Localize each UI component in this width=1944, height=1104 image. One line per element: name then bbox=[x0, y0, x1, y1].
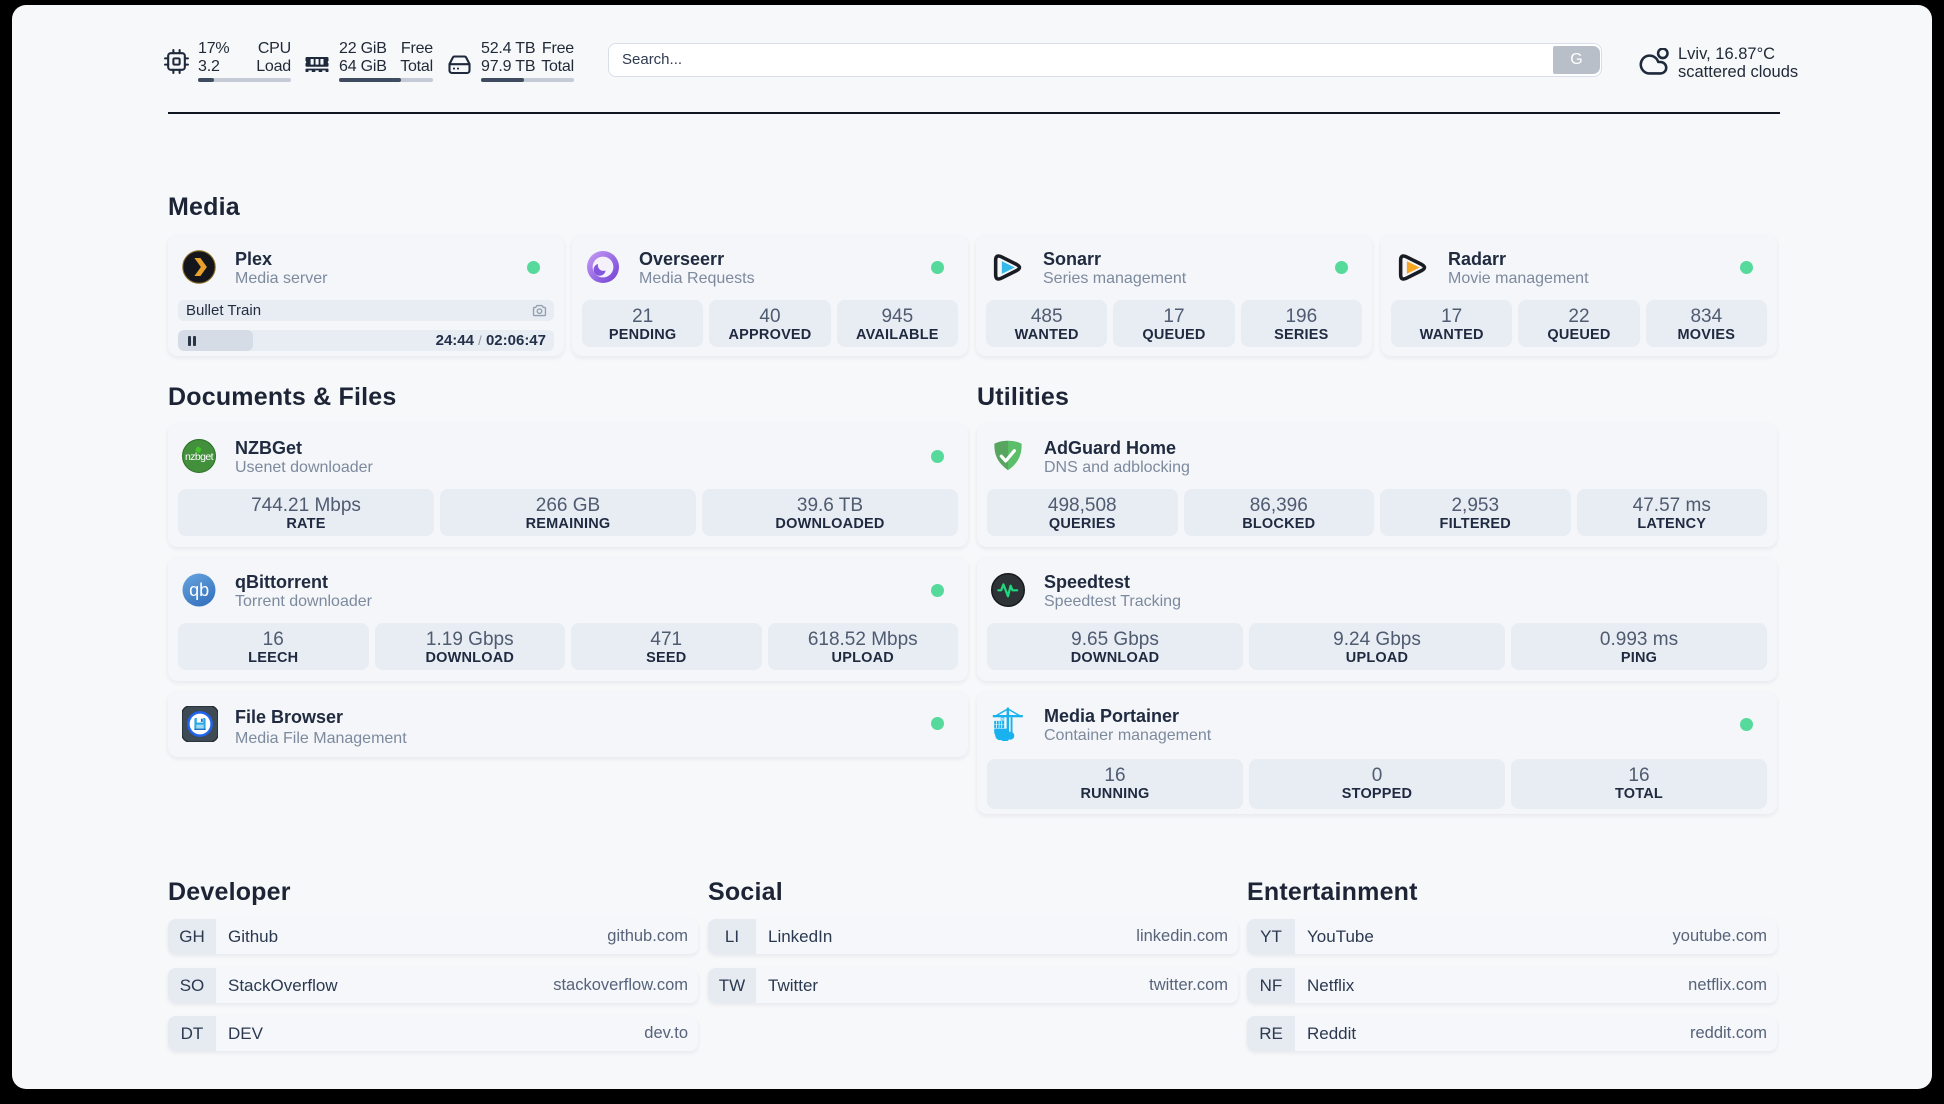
svg-text:nzbget: nzbget bbox=[185, 451, 214, 463]
svg-text:qb: qb bbox=[189, 580, 209, 600]
